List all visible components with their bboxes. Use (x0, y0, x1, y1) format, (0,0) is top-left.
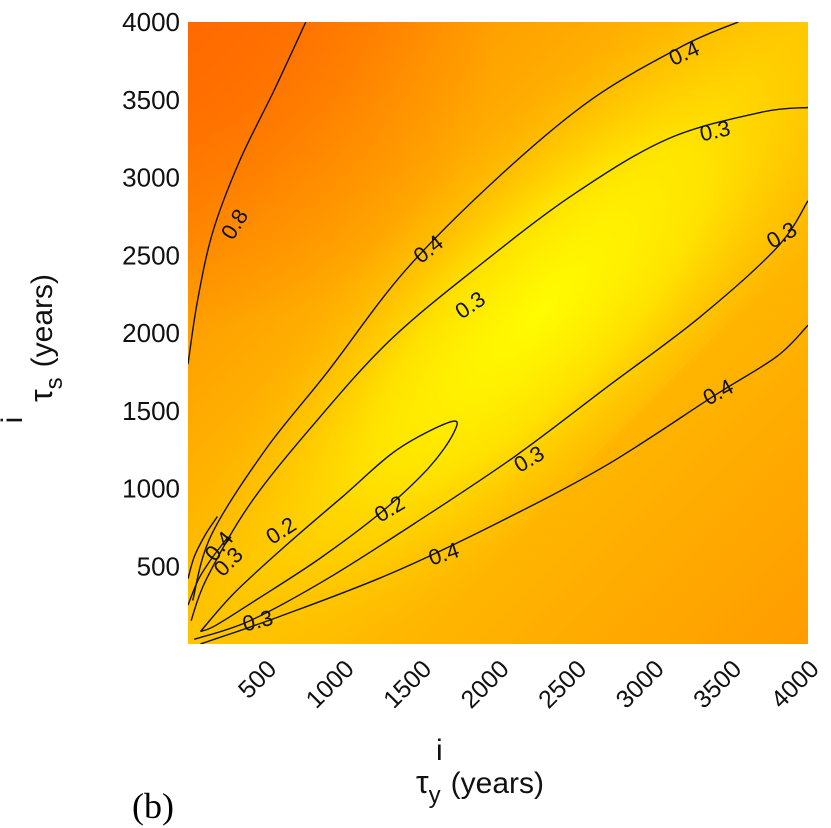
x-axis-symbol: τ (416, 764, 429, 800)
y-tick-label: 3500 (122, 85, 180, 115)
y-axis-superscript: i (0, 417, 29, 424)
y-tick-label: 500 (137, 551, 180, 581)
contour-0-3-upper (190, 106, 808, 621)
y-tick-label: 1500 (122, 396, 180, 426)
contour-lines (188, 22, 808, 644)
x-axis-label: τy (years) (416, 764, 544, 809)
contour-0-2-loop (199, 420, 458, 633)
y-tick-label: 1000 (122, 474, 180, 504)
contour-inner-0-3 (188, 536, 229, 606)
x-axis-subscript: y (429, 782, 441, 809)
y-tick-label: 4000 (122, 7, 180, 37)
contour-label-text: 0.3 (697, 115, 732, 146)
y-tick-label: 3000 (122, 163, 180, 193)
y-tick-label: 2500 (122, 240, 180, 270)
contour-inner-0-4 (188, 516, 218, 579)
x-axis-superscript: i (436, 734, 443, 767)
y-axis-unit: (years) (26, 274, 59, 367)
contour-label-2: 0.3 (697, 115, 732, 146)
y-axis-symbol: τ (23, 389, 59, 402)
panel-label: (b) (132, 786, 174, 826)
y-axis-label: τs (years) (23, 274, 68, 402)
y-tick-labels: 500 1000 1500 2000 2500 3000 3500 4000 (122, 7, 180, 581)
contour-0-4-lower (200, 324, 808, 644)
contour-0-8 (188, 22, 307, 365)
x-axis-unit: (years) (451, 767, 544, 800)
y-tick-label: 2000 (122, 318, 180, 348)
y-axis-subscript: s (41, 377, 68, 389)
contour-0-3-lower (193, 200, 808, 640)
contour-0-4-upper (192, 22, 739, 601)
